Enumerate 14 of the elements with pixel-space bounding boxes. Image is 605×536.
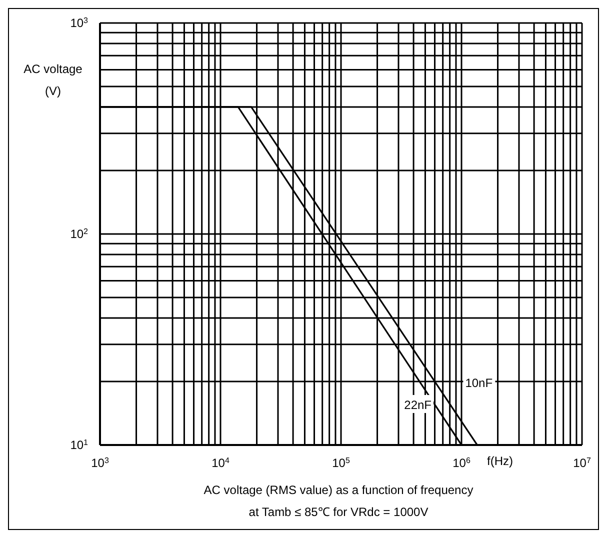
x-tick-label: 10$^{5}$	[332, 456, 350, 470]
x-tick-label: 10$^{6}$	[452, 456, 471, 470]
y-tick-label: 10$^{3}$	[70, 16, 89, 30]
series-label: 10nF	[465, 376, 493, 390]
x-tick-label: 10$^{3}$	[91, 456, 110, 470]
y-tick-label: 10$^{2}$	[70, 226, 89, 241]
x-tick-label: 10$^{4}$	[212, 456, 230, 470]
x-axis-title: f(Hz)	[487, 454, 514, 468]
text: AC voltage (RMS value) as a function of frequency	[202, 482, 474, 499]
y-tick-label: 10$^{1}$	[70, 438, 89, 452]
y-axis-title: AC voltage (V)	[24, 62, 83, 98]
x-tick-label: 10$^{7}$	[573, 456, 592, 470]
series-label: 22nF	[404, 398, 432, 412]
text: at Tamb ≤ 85℃ for VRdc = 1000V	[248, 504, 430, 521]
